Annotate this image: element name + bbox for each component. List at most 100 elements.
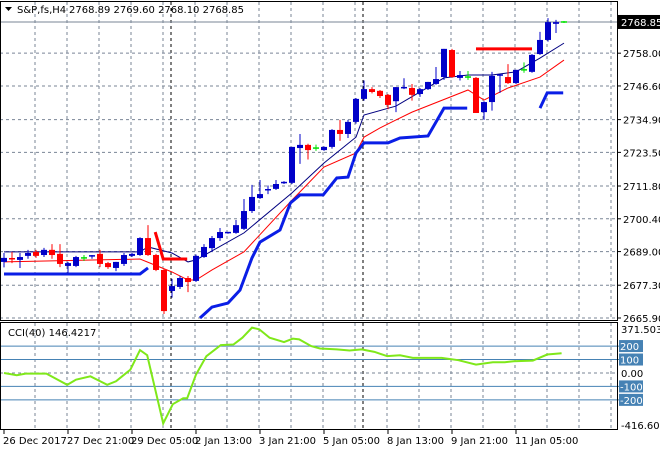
candle[interactable] [225, 231, 231, 234]
candle[interactable] [345, 119, 351, 138]
candle[interactable] [289, 146, 295, 185]
candle[interactable] [137, 237, 143, 256]
candle[interactable] [385, 94, 391, 110]
candle-body [449, 50, 455, 78]
candle[interactable] [145, 225, 151, 256]
candle[interactable] [81, 255, 87, 262]
candle[interactable] [217, 227, 223, 241]
cci-level-badge [619, 353, 643, 366]
candle[interactable] [89, 255, 95, 259]
candle[interactable] [361, 80, 367, 101]
candle[interactable] [545, 18, 551, 42]
price-tick-label: 2689.00 [623, 248, 660, 259]
candle-body [353, 98, 359, 122]
price-tick-label: 2723.50 [623, 148, 660, 159]
candle[interactable] [233, 219, 239, 234]
candle[interactable] [161, 268, 167, 314]
candle[interactable] [353, 98, 359, 124]
candle-body [33, 251, 39, 256]
candle-body [1, 257, 7, 262]
candle[interactable] [193, 254, 199, 283]
candle[interactable] [281, 181, 287, 185]
candle[interactable] [417, 87, 423, 97]
candle-body [193, 255, 199, 281]
candle[interactable] [105, 261, 111, 269]
cci-panel[interactable] [0, 326, 621, 427]
candle[interactable] [257, 179, 263, 199]
candle[interactable] [465, 71, 471, 80]
candle-body [105, 263, 111, 268]
candle[interactable] [409, 83, 415, 101]
candle[interactable] [521, 62, 527, 73]
candle[interactable] [273, 179, 279, 191]
candle[interactable] [41, 247, 47, 258]
candle[interactable] [457, 71, 463, 81]
candle-body [241, 211, 247, 229]
candle[interactable] [73, 255, 79, 268]
cci-level-label: 200 [620, 342, 639, 353]
candle[interactable] [433, 66, 439, 85]
candle-body [97, 253, 103, 264]
candle[interactable] [321, 146, 327, 151]
candle[interactable] [121, 253, 127, 266]
cci-level-badge [619, 380, 643, 393]
candle[interactable] [473, 77, 479, 113]
candle[interactable] [97, 249, 103, 268]
candle[interactable] [33, 249, 39, 258]
candle[interactable] [249, 184, 255, 214]
candle[interactable] [169, 278, 175, 298]
candle-body [457, 75, 463, 78]
candle[interactable] [65, 261, 71, 274]
candle[interactable] [305, 143, 311, 160]
time-tick-label: 9 Jan 21:00 [451, 436, 508, 447]
candle[interactable] [265, 185, 271, 195]
candle[interactable] [153, 253, 159, 272]
cci-title: CCI(40) 146.4217 [8, 328, 96, 339]
candle[interactable] [57, 244, 63, 268]
candle[interactable] [377, 89, 383, 99]
candle[interactable] [113, 261, 119, 272]
price-tick-label: 2665.90 [623, 314, 660, 325]
candle[interactable] [1, 253, 7, 268]
candle[interactable] [49, 244, 55, 259]
candle-body [305, 144, 311, 151]
candle[interactable] [329, 129, 335, 149]
candle[interactable] [369, 87, 375, 94]
candle[interactable] [481, 101, 487, 120]
stop-blue-line [198, 106, 468, 320]
candle[interactable] [393, 87, 399, 113]
candle-body [417, 89, 423, 95]
candle-body [369, 89, 375, 92]
candle[interactable] [497, 74, 503, 93]
triangle-down-icon[interactable] [5, 7, 12, 11]
candle[interactable] [489, 71, 495, 111]
candle[interactable] [297, 133, 303, 164]
candle[interactable] [529, 54, 535, 73]
candle-body [177, 278, 183, 287]
candle[interactable] [177, 276, 183, 289]
candle[interactable] [449, 48, 455, 78]
candle-body [409, 87, 415, 95]
candle[interactable] [17, 253, 23, 268]
candle[interactable] [209, 236, 215, 252]
candle[interactable] [241, 198, 247, 231]
candle[interactable] [505, 64, 511, 84]
cci-level-label: -200 [620, 396, 643, 407]
candle[interactable] [313, 144, 319, 151]
candle[interactable] [129, 253, 135, 258]
time-tick-label: 5 Jan 05:00 [323, 436, 380, 447]
candle[interactable] [553, 19, 559, 34]
candle[interactable] [513, 69, 519, 84]
candle[interactable] [185, 276, 191, 293]
candle[interactable] [425, 81, 431, 90]
candle[interactable] [441, 48, 447, 80]
candle[interactable] [401, 78, 407, 90]
candle[interactable] [561, 20, 567, 23]
price-panel[interactable] [0, 18, 617, 320]
candle[interactable] [9, 251, 15, 264]
candle[interactable] [337, 119, 343, 141]
candle[interactable] [201, 244, 207, 258]
candle[interactable] [537, 31, 543, 55]
candle[interactable] [25, 249, 31, 259]
